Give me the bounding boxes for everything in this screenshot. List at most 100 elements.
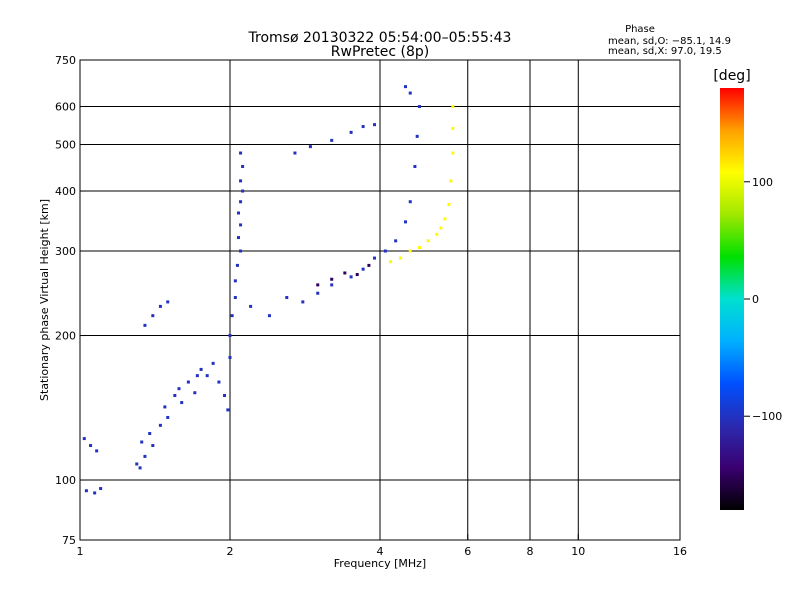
data-point-0-46 <box>316 291 320 295</box>
data-point-1-9 <box>449 179 453 183</box>
data-point-0-14 <box>163 405 167 409</box>
data-point-0-69 <box>373 123 377 127</box>
phase-stats-o: mean, sd,O: −85.1, 14.9 <box>608 36 731 47</box>
data-point-1-4 <box>426 239 430 243</box>
data-point-0-24 <box>217 380 221 384</box>
data-point-1-12 <box>451 105 455 109</box>
data-point-0-44 <box>285 296 289 300</box>
data-point-0-10 <box>148 432 152 436</box>
colorbar <box>720 88 744 510</box>
data-point-0-40 <box>241 164 245 168</box>
data-point-1-2 <box>408 249 412 253</box>
data-point-0-41 <box>239 151 243 155</box>
data-point-0-25 <box>223 394 227 398</box>
x-tick-label-1: 2 <box>227 545 234 558</box>
data-point-0-13 <box>166 415 170 419</box>
data-point-2-1 <box>330 277 334 281</box>
data-point-0-45 <box>301 300 305 304</box>
data-point-0-48 <box>349 275 353 279</box>
data-point-0-26 <box>226 408 230 412</box>
data-point-0-12 <box>158 423 162 427</box>
x-tick-label-0: 1 <box>77 545 84 558</box>
data-point-0-50 <box>373 256 377 260</box>
grid <box>80 60 680 540</box>
x-axis-label: Frequency [MHz] <box>334 557 426 570</box>
colorbar-tick-label-0: 100 <box>752 176 773 189</box>
data-point-0-11 <box>151 444 155 448</box>
y-tick-label-2: 200 <box>55 330 76 343</box>
y-tick-label-0: 75 <box>62 534 76 547</box>
data-point-0-22 <box>205 374 209 378</box>
phase-heading: Phase <box>625 24 655 35</box>
y-tick-label-4: 400 <box>55 185 76 198</box>
data-point-0-31 <box>233 279 237 283</box>
data-point-2-3 <box>355 273 359 277</box>
data-point-0-49 <box>361 267 365 271</box>
data-point-0-29 <box>230 314 234 318</box>
data-point-0-55 <box>413 164 417 168</box>
data-point-0-58 <box>408 91 412 95</box>
data-point-0-36 <box>236 211 240 215</box>
data-points <box>82 85 455 495</box>
y-tick-label-5: 500 <box>55 139 76 152</box>
data-point-0-1 <box>89 444 93 448</box>
data-point-0-56 <box>415 134 419 138</box>
data-point-0-42 <box>249 304 253 308</box>
data-point-1-10 <box>451 151 455 155</box>
data-point-0-18 <box>186 380 190 384</box>
data-point-0-61 <box>158 304 162 308</box>
data-point-0-51 <box>383 249 387 253</box>
x-tick-label-3: 6 <box>464 545 471 558</box>
colorbar-tick-label-1: 0 <box>752 293 759 306</box>
data-point-1-0 <box>389 260 393 264</box>
data-point-0-59 <box>403 85 407 89</box>
data-point-1-1 <box>399 256 403 260</box>
data-point-0-52 <box>394 239 398 243</box>
colorbar-tick-label-2: −100 <box>752 410 782 423</box>
data-point-0-47 <box>330 283 334 287</box>
data-point-0-53 <box>403 220 407 224</box>
data-point-0-30 <box>233 296 237 300</box>
x-tick-label-6: 16 <box>673 545 687 558</box>
y-tick-labels: 75 100 200 300 400 500 600 750 <box>55 54 86 547</box>
data-point-0-62 <box>166 300 170 304</box>
data-point-0-4 <box>93 491 97 495</box>
data-point-0-66 <box>330 138 334 142</box>
data-point-0-17 <box>177 387 181 391</box>
data-point-0-64 <box>293 151 297 155</box>
data-point-0-28 <box>228 334 232 338</box>
data-point-0-60 <box>151 314 155 318</box>
x-tick-label-5: 10 <box>571 545 585 558</box>
data-point-0-63 <box>143 323 147 327</box>
y-tick-label-3: 300 <box>55 245 76 258</box>
data-point-0-19 <box>193 391 197 395</box>
data-point-0-68 <box>361 125 365 129</box>
phase-stats-x: mean, sd,X: 97.0, 19.5 <box>608 46 722 57</box>
y-tick-label-1: 100 <box>55 474 76 487</box>
data-point-0-33 <box>239 249 243 253</box>
y-axis-label: Stationary phase Virtual Height [km] <box>38 199 51 401</box>
data-point-0-32 <box>235 263 239 267</box>
x-tick-labels: 1 2 4 6 8 10 16 <box>77 534 687 558</box>
data-point-0-23 <box>211 361 215 365</box>
data-point-0-38 <box>241 189 245 193</box>
data-point-0-0 <box>82 437 86 441</box>
data-point-0-35 <box>239 223 243 227</box>
data-point-0-65 <box>308 145 312 149</box>
colorbar-unit: [deg] <box>713 68 750 84</box>
data-point-2-4 <box>367 263 371 267</box>
data-point-0-3 <box>84 489 88 493</box>
data-point-0-34 <box>236 236 240 240</box>
data-point-0-37 <box>239 200 243 204</box>
data-point-2-0 <box>316 283 320 287</box>
data-point-0-43 <box>267 314 271 318</box>
data-point-1-5 <box>435 232 439 236</box>
colorbar-ticks: 100 0 −100 <box>744 176 782 423</box>
chart-title: Tromsø 20130322 05:54:00–05:55:43 <box>248 30 512 46</box>
data-point-0-57 <box>417 105 421 109</box>
data-point-0-5 <box>99 487 103 491</box>
y-tick-label-7: 750 <box>55 54 76 67</box>
data-point-0-39 <box>239 179 243 183</box>
data-point-0-9 <box>140 440 144 444</box>
